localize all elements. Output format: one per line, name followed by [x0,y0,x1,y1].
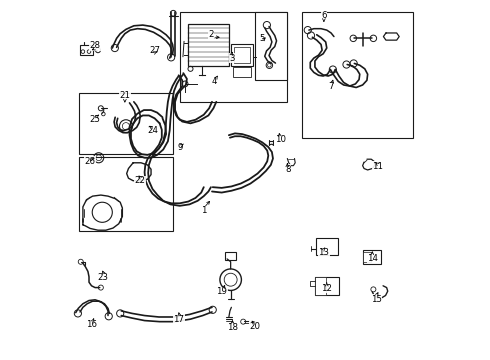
Bar [79,93,172,154]
Text: 11: 11 [372,162,383,171]
Text: 23: 23 [98,273,109,282]
Bar [234,47,250,63]
Text: 22: 22 [135,176,146,185]
Text: 25: 25 [90,115,100,124]
Text: 5: 5 [260,34,265,43]
Text: 4: 4 [212,77,217,86]
Text: 18: 18 [227,323,238,332]
Text: 1: 1 [201,206,206,215]
Bar [316,238,338,255]
Text: 28: 28 [90,41,100,50]
Text: 27: 27 [149,46,160,55]
Text: 21: 21 [120,91,130,100]
Bar [364,250,381,264]
Bar [255,12,287,80]
Bar [180,12,287,102]
Text: 3: 3 [230,54,235,63]
Text: 7: 7 [328,82,334,91]
Bar [188,24,229,66]
Text: 19: 19 [216,287,227,296]
Text: 10: 10 [274,135,286,144]
Text: 15: 15 [371,294,382,303]
Text: 8: 8 [285,165,291,174]
Bar [364,252,371,262]
Text: 14: 14 [367,254,378,263]
Bar [225,252,236,260]
Bar [233,67,251,77]
Bar [315,277,326,296]
Text: 16: 16 [86,320,97,329]
Text: 9: 9 [177,143,182,152]
Text: 26: 26 [85,157,96,166]
Text: 13: 13 [318,248,329,257]
Text: 20: 20 [249,322,261,331]
Bar [302,12,413,138]
Text: 24: 24 [147,126,158,135]
Bar [315,277,339,296]
Bar [80,45,93,55]
Bar [231,44,253,66]
Text: 12: 12 [321,284,332,293]
Text: 2: 2 [208,30,214,39]
Text: 17: 17 [173,315,184,324]
Bar [79,157,172,231]
Text: 6: 6 [321,11,327,20]
